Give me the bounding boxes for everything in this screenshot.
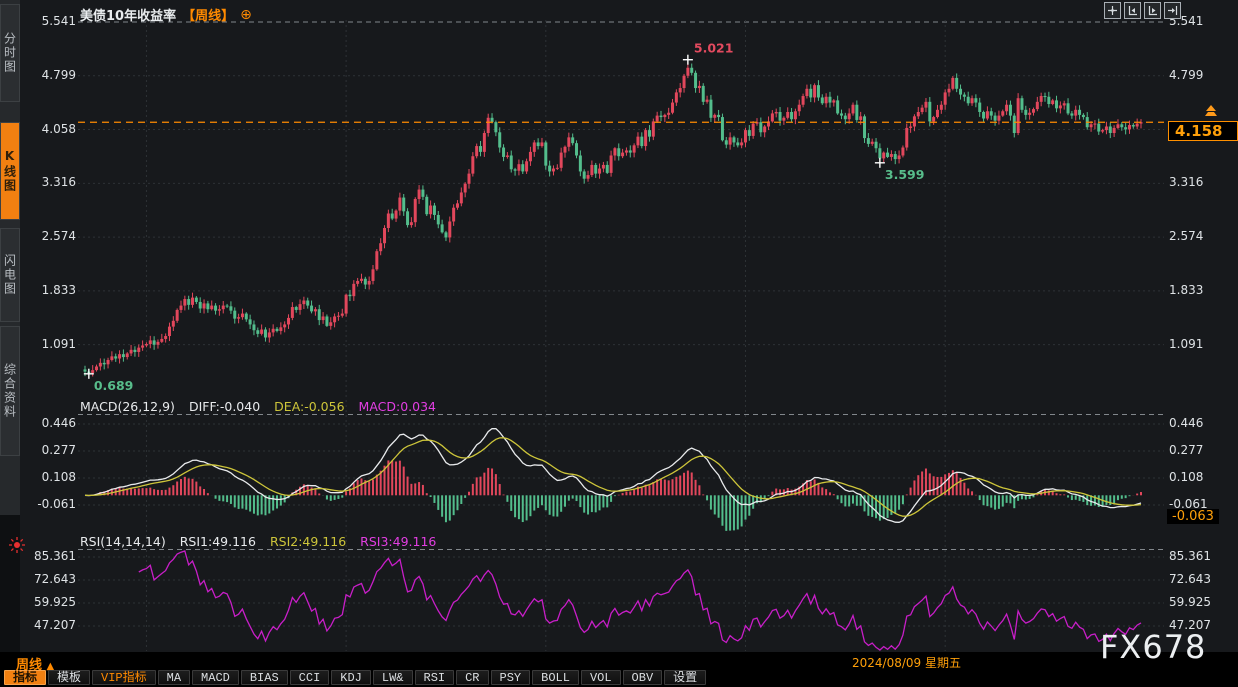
rsi-readout: RSI(14,14,14) RSI1:49.116 RSI2:49.116 RS… — [80, 534, 436, 549]
rsi3-value: RSI3:49.116 — [360, 534, 437, 549]
live-alert-icon[interactable] — [7, 535, 27, 558]
macd-dea-value: DEA:-0.056 — [274, 399, 345, 414]
toolbar-button-模板[interactable]: 模板 — [48, 670, 91, 685]
toolbar-button-KDJ[interactable]: KDJ — [331, 670, 371, 685]
sidebar-tab-1[interactable]: 分时图 — [0, 4, 20, 102]
xaxis-strip — [0, 652, 1238, 669]
compress-axis-left-icon[interactable] — [1124, 2, 1141, 19]
price-marker-icon — [1203, 104, 1219, 121]
toolbar-button-BOLL[interactable]: BOLL — [532, 670, 579, 685]
toolbar-button-VIP指标[interactable]: VIP指标 — [92, 670, 156, 685]
toolbar-button-指标[interactable]: 指标 — [4, 670, 47, 685]
move-chart-icon[interactable] — [1104, 2, 1121, 19]
chart-background — [20, 0, 1238, 652]
rsi1-value: RSI1:49.116 — [179, 534, 256, 549]
watermark: FX678 — [1100, 628, 1207, 666]
toolbar-button-CCI[interactable]: CCI — [289, 670, 330, 685]
toolbar-button-CR[interactable]: CR — [456, 670, 489, 685]
toolbar-button-OBV[interactable]: OBV — [622, 670, 663, 685]
extreme-value-label: 5.021 — [694, 41, 734, 56]
triangle-up-icon: ▲ — [46, 661, 55, 672]
left-sidebar: 分时图 K线图闪电图综合资料 — [0, 0, 20, 515]
macd-diff-value: DIFF:-0.040 — [188, 399, 261, 414]
macd-params: MACD(26,12,9) — [80, 399, 175, 414]
shift-right-icon[interactable] — [1164, 2, 1181, 19]
macd-macd-value: MACD:0.034 — [358, 399, 437, 414]
toolbar-button-LW&[interactable]: LW& — [372, 670, 413, 685]
rsi-params: RSI(14,14,14) — [80, 534, 166, 549]
chart-tool-icons — [1104, 2, 1181, 19]
period-selector-label: 周线 — [16, 658, 43, 673]
period-selector[interactable]: 周线 ▲ — [16, 654, 54, 673]
compress-axis-right-icon[interactable] — [1144, 2, 1161, 19]
sidebar-tab-2[interactable]: K线图 — [0, 122, 20, 220]
period-tag: 【周线】 — [182, 9, 235, 24]
extreme-value-label: 3.599 — [885, 167, 925, 182]
last-price-tag: 4.158 — [1168, 121, 1238, 141]
instrument-title: 美债10年收益率 — [80, 9, 177, 24]
toolbar-button-BIAS[interactable]: BIAS — [240, 670, 288, 685]
toolbar-button-RSI[interactable]: RSI — [414, 670, 455, 685]
rsi2-value: RSI2:49.116 — [269, 534, 347, 549]
circle-plus-icon[interactable]: ⊕ — [240, 6, 252, 23]
date-tooltip: 2024/08/09 星期五 — [849, 653, 961, 672]
toolbar-button-PSY[interactable]: PSY — [490, 670, 531, 685]
toolbar-button-设置[interactable]: 设置 — [664, 670, 707, 685]
indicator-toolbar: 指标 模板 VIP指标 MA MACD BIAS CCI KDJ LW& RSI CR PSY BOLL… — [4, 670, 707, 685]
macd-readout: MACD(26,12,9) DIFF:-0.040 DEA:-0.056 MAC… — [80, 399, 436, 414]
toolbar-button-VOL[interactable]: VOL — [580, 670, 621, 685]
sidebar-tab-3[interactable]: 闪电图 — [0, 228, 20, 322]
chart-title-bar: 美债10年收益率 【周线】 ⊕ — [80, 5, 252, 25]
toolbar-button-MA[interactable]: MA — [157, 670, 191, 685]
toolbar-button-MACD[interactable]: MACD — [192, 670, 239, 685]
extreme-value-label: 0.689 — [94, 378, 134, 393]
sidebar-tab-4[interactable]: 综合资料 — [0, 326, 20, 456]
macd-latest-tag: -0.063 — [1167, 509, 1219, 524]
